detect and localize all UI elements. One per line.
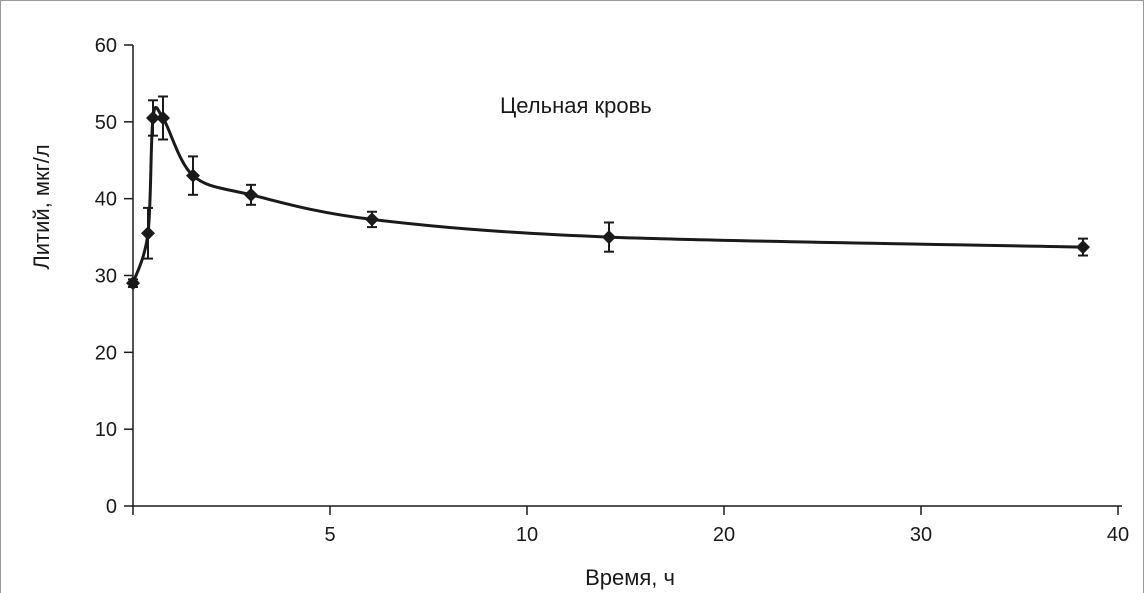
x-tick-label: 5 [324, 524, 335, 546]
x-tick-label: 10 [516, 524, 538, 546]
y-tick-label: 0 [106, 496, 117, 518]
x-tick-label: 20 [713, 524, 735, 546]
y-tick-label: 40 [95, 189, 117, 211]
error-bars [128, 95, 1088, 289]
y-ticks: 0 10 20 30 40 50 60 [95, 35, 133, 518]
x-tick-label: 30 [910, 524, 932, 546]
annotation-label: Цельная кровь [500, 93, 652, 118]
data-markers [126, 110, 1090, 291]
y-axis-title: Литий, мкг/л [29, 144, 54, 269]
data-point [156, 110, 170, 125]
data-point [365, 212, 379, 227]
y-tick-label: 20 [95, 342, 117, 364]
data-point [1076, 240, 1090, 255]
data-point [126, 276, 140, 291]
x-ticks: 5 10 20 30 40 [132, 506, 1129, 546]
y-tick-label: 50 [95, 112, 117, 134]
y-tick-label: 10 [95, 419, 117, 441]
data-point [186, 168, 200, 183]
series-line [131, 105, 1084, 284]
x-axis-title: Время, ч [585, 565, 675, 590]
data-point [141, 226, 155, 241]
x-tick-label: 40 [1107, 524, 1129, 546]
y-tick-label: 60 [95, 35, 117, 57]
data-point [602, 230, 616, 245]
data-point [146, 110, 160, 125]
axes: 0 10 20 30 40 50 60 5 10 20 30 40 [95, 35, 1129, 546]
data-point [244, 187, 258, 202]
y-tick-label: 30 [95, 266, 117, 288]
